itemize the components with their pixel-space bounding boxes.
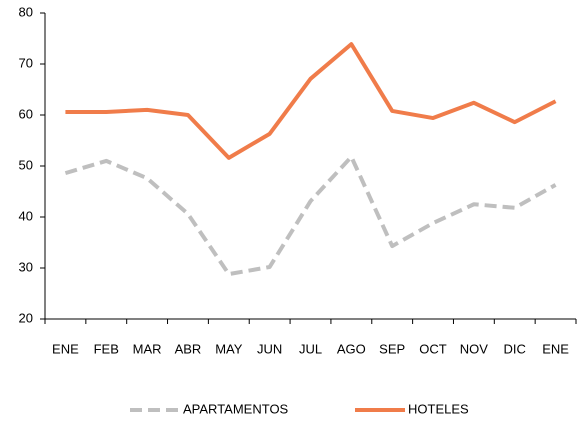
- x-tick-label: OCT: [419, 341, 447, 356]
- y-tick-label: 80: [19, 4, 33, 19]
- y-tick-label: 60: [19, 106, 33, 121]
- y-tick-label: 20: [19, 310, 33, 325]
- x-tick-label: DIC: [504, 341, 526, 356]
- legend-label: APARTAMENTOS: [183, 401, 289, 416]
- x-tick-label: FEB: [94, 341, 119, 356]
- x-tick-label: JUN: [257, 341, 282, 356]
- series-line: [64, 154, 557, 277]
- y-tick-label: 50: [19, 157, 33, 172]
- x-tick-label: JUL: [299, 341, 322, 356]
- x-tick-label: MAY: [215, 341, 243, 356]
- y-tick-label: 30: [19, 259, 33, 274]
- x-tick-label: SEP: [379, 341, 405, 356]
- x-tick-label: MAR: [133, 341, 162, 356]
- x-tick-label: ABR: [175, 341, 202, 356]
- legend-label: HOTELES: [408, 401, 469, 416]
- x-tick-label: ENE: [52, 341, 79, 356]
- x-tick-label: NOV: [460, 341, 489, 356]
- y-tick-label: 40: [19, 208, 33, 223]
- x-tick-label: AGO: [337, 341, 366, 356]
- x-tick-label: ENE: [542, 341, 569, 356]
- y-tick-label: 70: [19, 55, 33, 70]
- series-line: [65, 42, 557, 160]
